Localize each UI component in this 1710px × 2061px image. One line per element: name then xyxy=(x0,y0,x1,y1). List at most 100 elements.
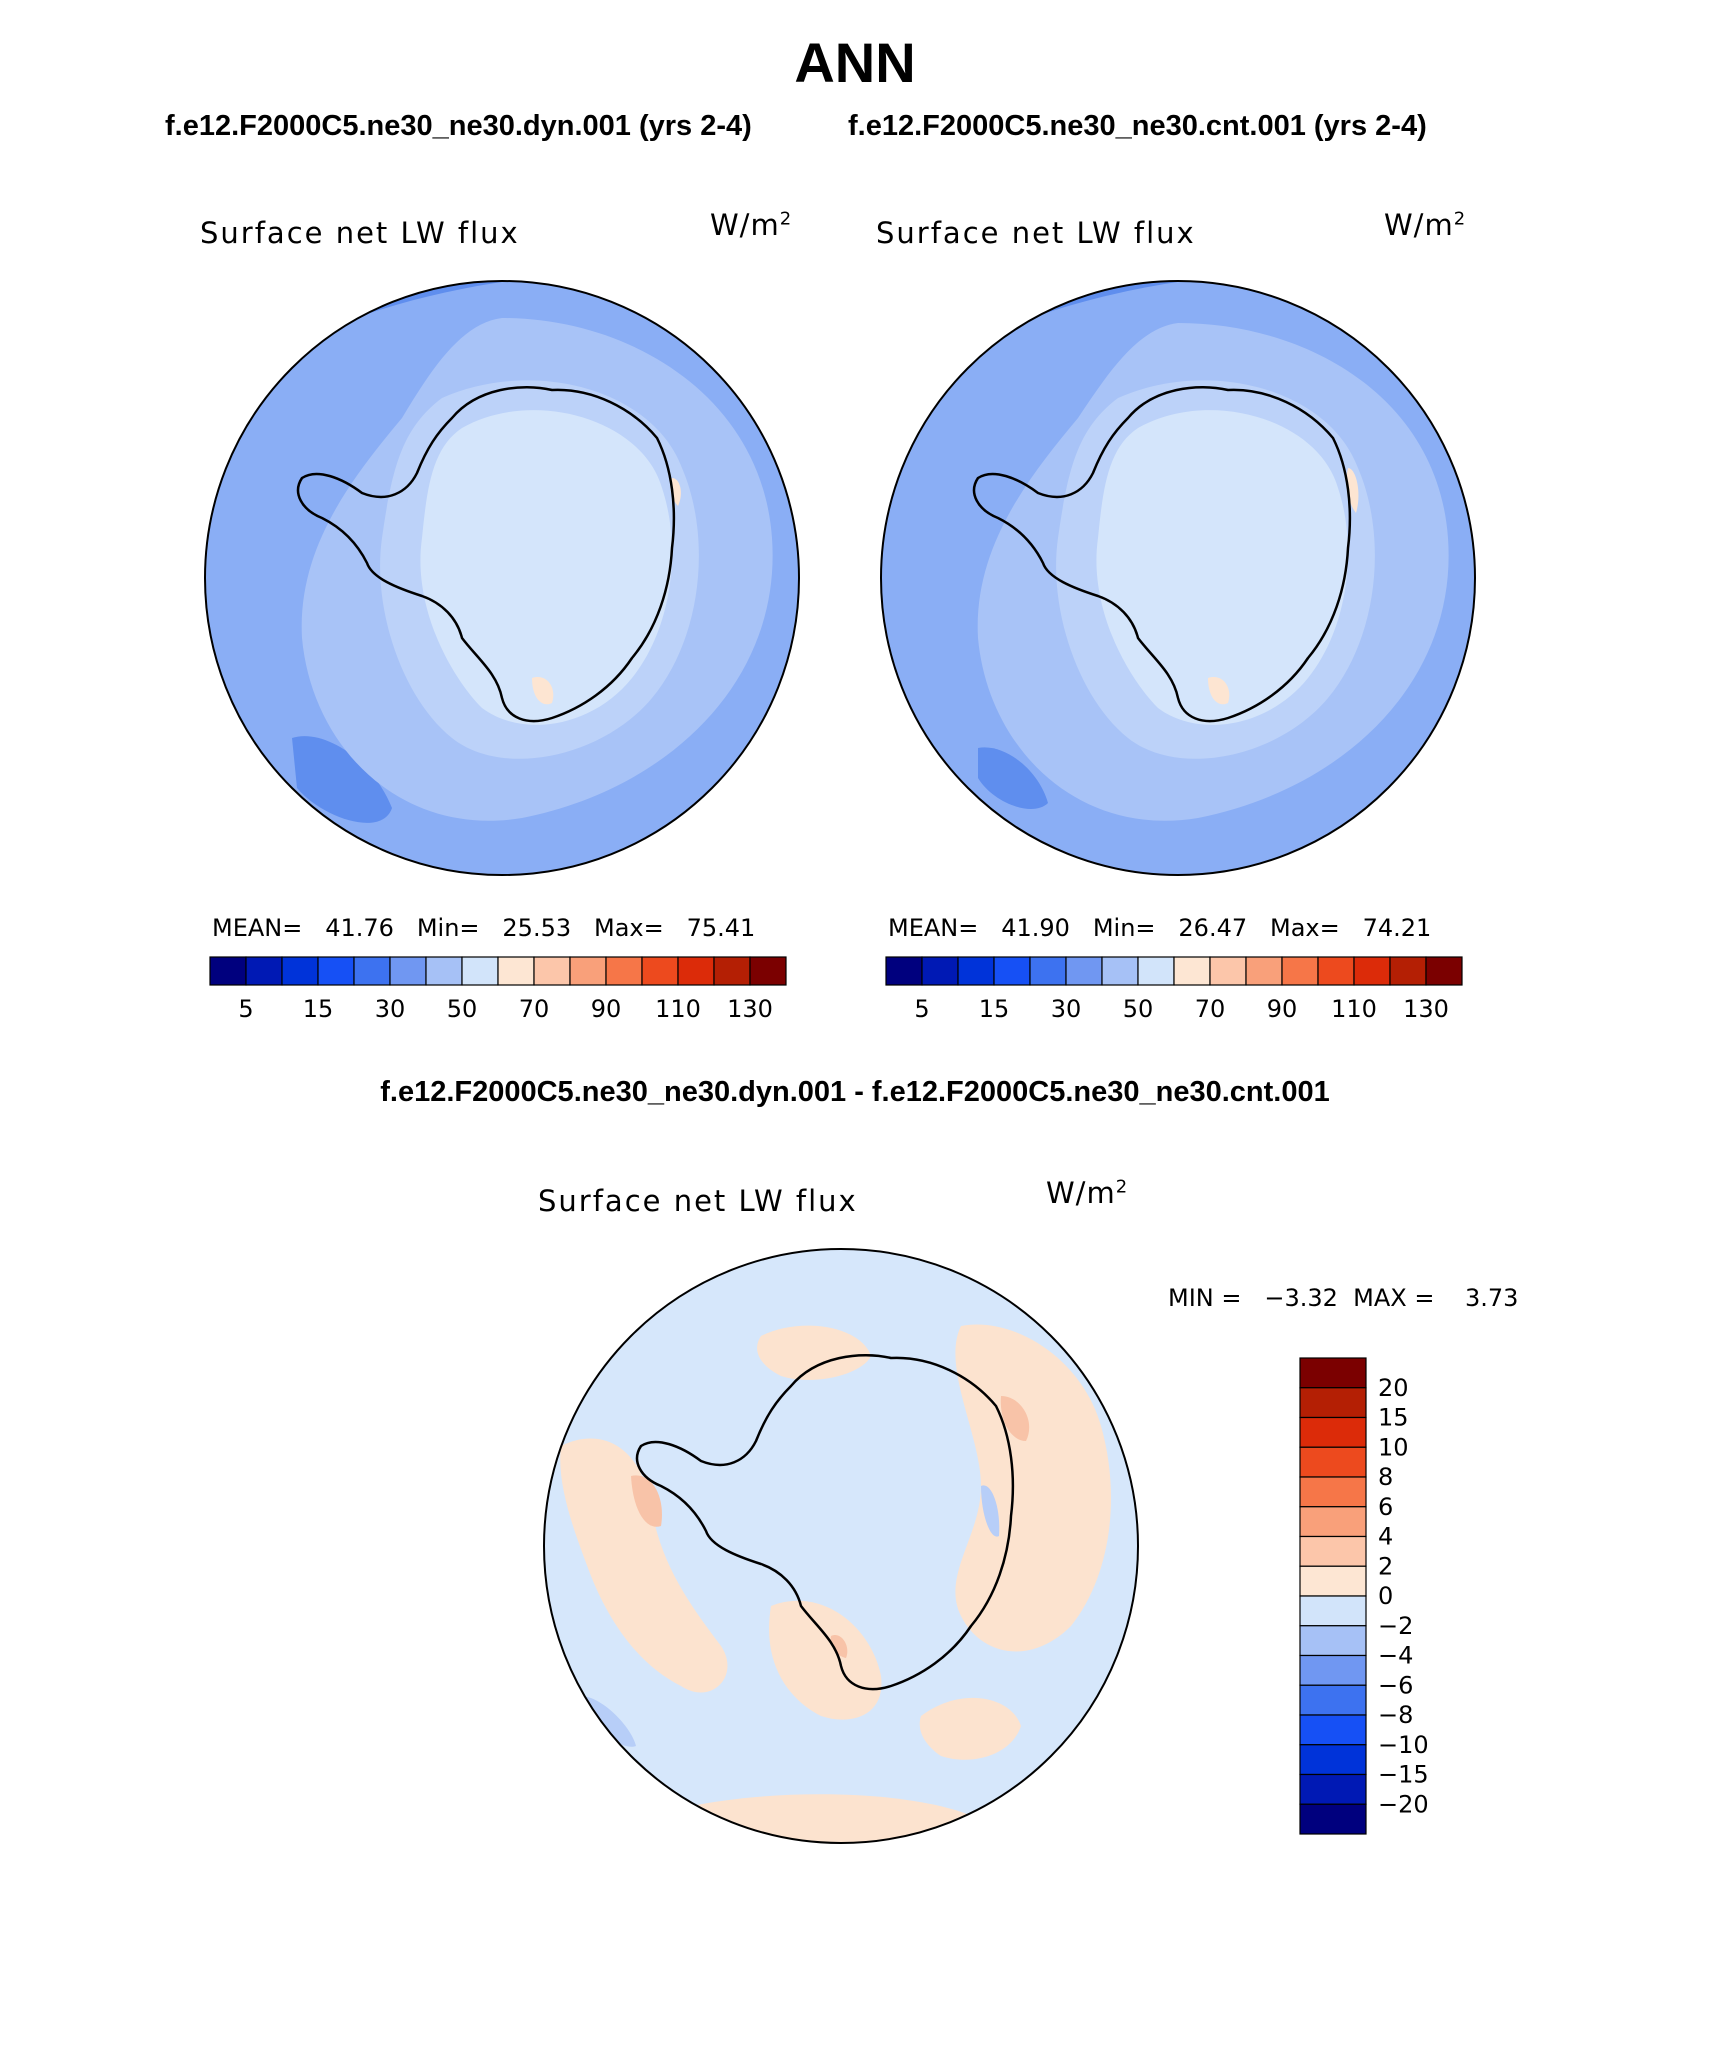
colorbar-tick-label: 30 xyxy=(1051,995,1082,1023)
difference-title: f.e12.F2000C5.ne30_ne30.dyn.001 - f.e12.… xyxy=(380,1076,1330,1108)
colorbar-tick-label: 0 xyxy=(1378,1582,1393,1610)
panel1-stats: MEAN= 41.76 Min= 25.53 Max= 75.41 xyxy=(212,914,756,942)
colorbar-tick-label: 70 xyxy=(1195,995,1226,1023)
colorbar-box xyxy=(1173,956,1211,986)
colorbar-tick-label: 5 xyxy=(238,995,253,1023)
colorbar-box xyxy=(1353,956,1391,986)
colorbar-box xyxy=(713,956,751,986)
colorbar-tick-label: 130 xyxy=(1403,995,1449,1023)
panel1-map xyxy=(204,280,800,876)
negative-anomaly-sw xyxy=(581,1696,636,1747)
colorbar-box xyxy=(1209,956,1247,986)
colorbar-tick-label: 30 xyxy=(375,995,406,1023)
colorbar-box xyxy=(1029,956,1067,986)
colorbar-tick-label: −4 xyxy=(1378,1642,1413,1670)
colorbar-box xyxy=(1281,956,1319,986)
colorbar-box xyxy=(605,956,643,986)
diff-variable-label: Surface net LW flux xyxy=(538,1184,858,1218)
positive-anomaly-south-core xyxy=(830,1635,848,1658)
orange-spot xyxy=(532,677,554,705)
colorbar-tick-label: 5 xyxy=(914,995,929,1023)
negative-anomaly-east xyxy=(981,1485,1000,1537)
diff-minmax: MIN = −3.32 MAX = 3.73 xyxy=(1168,1284,1519,1312)
colorbar-tick-label: 10 xyxy=(1378,1433,1409,1461)
diff-units: W/m2 xyxy=(1046,1176,1129,1210)
colorbar-tick-label: 4 xyxy=(1378,1523,1393,1551)
colorbar-tick-label: −10 xyxy=(1378,1731,1429,1759)
colorbar-box xyxy=(1299,1506,1367,1538)
colorbar-box xyxy=(1389,956,1427,986)
case-right-title: f.e12.F2000C5.ne30_ne30.cnt.001 (yrs 2-4… xyxy=(848,110,1427,142)
colorbar-tick-label: −6 xyxy=(1378,1671,1413,1699)
colorbar-box xyxy=(1317,956,1355,986)
panel1-units: W/m2 xyxy=(710,208,793,242)
colorbar-box xyxy=(1299,1535,1367,1567)
positive-anomaly-west-core xyxy=(631,1475,662,1527)
antarctica-coastline xyxy=(635,1353,1015,1691)
colorbar-box xyxy=(1299,1357,1367,1389)
antarctic-interior xyxy=(420,410,672,725)
colorbar-box xyxy=(1299,1446,1367,1478)
colorbar-box xyxy=(461,956,499,986)
colorbar-tick-label: 50 xyxy=(1123,995,1154,1023)
colorbar-box xyxy=(281,956,319,986)
colorbar-box xyxy=(921,956,959,986)
colorbar-tick-label: 110 xyxy=(655,995,701,1023)
colorbar-tick-label: −20 xyxy=(1378,1790,1429,1818)
panel2-stats: MEAN= 41.90 Min= 26.47 Max= 74.21 xyxy=(888,914,1432,942)
panel2-variable-label: Surface net LW flux xyxy=(876,216,1196,250)
colorbar-box xyxy=(1137,956,1175,986)
colorbar-box xyxy=(317,956,355,986)
colorbar-box xyxy=(1299,1595,1367,1627)
positive-anomaly-north xyxy=(757,1325,871,1380)
colorbar-box xyxy=(1299,1654,1367,1686)
colorbar-box xyxy=(1299,1773,1367,1805)
colorbar-box xyxy=(749,956,787,986)
colorbar-box xyxy=(885,956,923,986)
colorbar-box xyxy=(569,956,607,986)
colorbar-tick-label: 6 xyxy=(1378,1493,1393,1521)
orange-spot-2 xyxy=(670,478,681,506)
colorbar-tick-label: 15 xyxy=(303,995,334,1023)
colorbar-tick-label: 8 xyxy=(1378,1463,1393,1491)
difference-map xyxy=(543,1248,1139,1844)
colorbar-tick-label: 110 xyxy=(1331,995,1377,1023)
colorbar-box xyxy=(497,956,535,986)
colorbar-box xyxy=(1299,1803,1367,1835)
colorbar-box xyxy=(677,956,715,986)
colorbar-tick-label: 2 xyxy=(1378,1552,1393,1580)
orange-spot-2 xyxy=(1346,468,1359,513)
colorbar-box xyxy=(425,956,463,986)
panel1-variable-label: Surface net LW flux xyxy=(200,216,520,250)
colorbar-box xyxy=(1299,1387,1367,1419)
colorbar-box xyxy=(209,956,247,986)
colorbar-tick-label: 90 xyxy=(591,995,622,1023)
colorbar-box xyxy=(1101,956,1139,986)
dark-blue-patch xyxy=(978,747,1048,809)
dark-blue-patch xyxy=(292,736,392,823)
colorbar-box xyxy=(353,956,391,986)
colorbar-box xyxy=(1065,956,1103,986)
colorbar-tick-label: 90 xyxy=(1267,995,1298,1023)
colorbar-tick-label: −8 xyxy=(1378,1701,1413,1729)
case-left-title: f.e12.F2000C5.ne30_ne30.dyn.001 (yrs 2-4… xyxy=(165,110,752,142)
antarctica-coastline xyxy=(296,385,676,723)
colorbar-tick-label: 50 xyxy=(447,995,478,1023)
colorbar-box xyxy=(1299,1744,1367,1776)
positive-anomaly-west xyxy=(560,1438,728,1693)
panel2-colorbar: 5 15 30 50 70 90 110 130 xyxy=(885,956,1463,1023)
colorbar-box xyxy=(1299,1565,1367,1597)
colorbar-tick-label: −15 xyxy=(1378,1761,1429,1789)
orange-spot xyxy=(1208,677,1230,705)
colorbar-box xyxy=(993,956,1031,986)
antarctic-interior xyxy=(1096,410,1348,725)
panel2-units: W/m2 xyxy=(1384,208,1467,242)
positive-anomaly-east-core xyxy=(1000,1396,1030,1441)
positive-anomaly-southeast xyxy=(919,1697,1021,1760)
colorbar-tick-label: 130 xyxy=(727,995,773,1023)
panel1-colorbar: 5 15 30 50 70 90 110 130 xyxy=(209,956,787,1023)
colorbar-tick-label: 15 xyxy=(1378,1404,1409,1432)
colorbar-box xyxy=(1299,1625,1367,1657)
colorbar-box xyxy=(1299,1476,1367,1508)
plot-title: ANN xyxy=(794,31,916,94)
